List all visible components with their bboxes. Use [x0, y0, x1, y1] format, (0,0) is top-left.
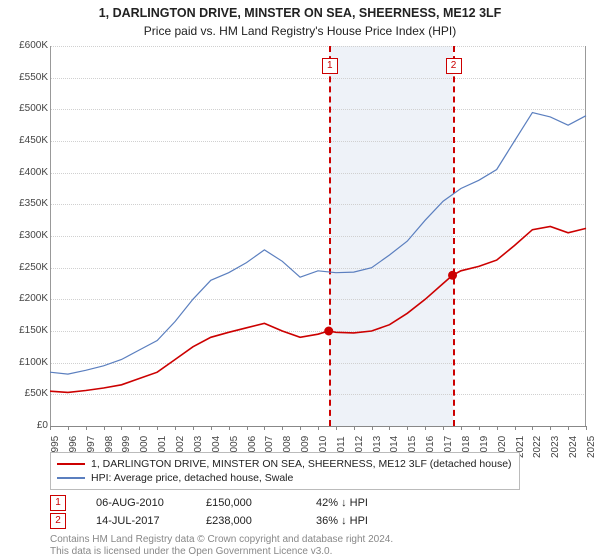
y-tick-label: £0: [4, 420, 48, 431]
legend-swatch-price: [57, 463, 85, 465]
sale-dot: [324, 327, 333, 336]
sale-row-num: 2: [50, 513, 66, 529]
legend-row-price: 1, DARLINGTON DRIVE, MINSTER ON SEA, SHE…: [57, 457, 513, 471]
chart-title-sub: Price paid vs. HM Land Registry's House …: [0, 24, 600, 38]
sale-price: £150,000: [206, 497, 286, 509]
y-tick-label: £300K: [4, 230, 48, 241]
sale-row: 1 06-AUG-2010 £150,000 42% ↓ HPI: [50, 494, 396, 512]
sale-pct: 42% ↓ HPI: [316, 497, 396, 509]
y-tick-label: £400K: [4, 167, 48, 178]
legend-label-price: 1, DARLINGTON DRIVE, MINSTER ON SEA, SHE…: [91, 458, 512, 470]
y-tick-label: £250K: [4, 262, 48, 273]
y-tick-label: £600K: [4, 40, 48, 51]
chart-lines: [50, 46, 586, 426]
x-tick-label: 2022: [532, 436, 543, 458]
y-tick-label: £350K: [4, 198, 48, 209]
y-tick-label: £550K: [4, 72, 48, 83]
legend-swatch-hpi: [57, 477, 85, 479]
x-tick-label: 2025: [586, 436, 597, 458]
credit-text: Contains HM Land Registry data © Crown c…: [50, 534, 570, 557]
y-tick-label: £450K: [4, 135, 48, 146]
legend-label-hpi: HPI: Average price, detached house, Swal…: [91, 472, 293, 484]
y-tick-label: £100K: [4, 357, 48, 368]
chart-title-address: 1, DARLINGTON DRIVE, MINSTER ON SEA, SHE…: [0, 6, 600, 20]
legend-row-hpi: HPI: Average price, detached house, Swal…: [57, 471, 513, 485]
y-tick-label: £150K: [4, 325, 48, 336]
y-tick-label: £200K: [4, 293, 48, 304]
x-axis-bottom: [50, 426, 586, 427]
y-tick-label: £50K: [4, 388, 48, 399]
sale-price: £238,000: [206, 515, 286, 527]
x-tick-label: 2024: [568, 436, 579, 458]
series-price_paid: [50, 227, 586, 393]
sale-pct: 36% ↓ HPI: [316, 515, 396, 527]
legend-box: 1, DARLINGTON DRIVE, MINSTER ON SEA, SHE…: [50, 452, 520, 490]
sale-dot: [448, 271, 457, 280]
sale-date: 14-JUL-2017: [96, 515, 176, 527]
x-tick-label: 2023: [550, 436, 561, 458]
sales-table: 1 06-AUG-2010 £150,000 42% ↓ HPI 2 14-JUL-201…: [50, 494, 396, 530]
x-tick-mark: [586, 426, 587, 430]
sale-row: 2 14-JUL-2017 £238,000 36% ↓ HPI: [50, 512, 396, 530]
sale-row-num: 1: [50, 495, 66, 511]
sale-date: 06-AUG-2010: [96, 497, 176, 509]
y-tick-label: £500K: [4, 103, 48, 114]
